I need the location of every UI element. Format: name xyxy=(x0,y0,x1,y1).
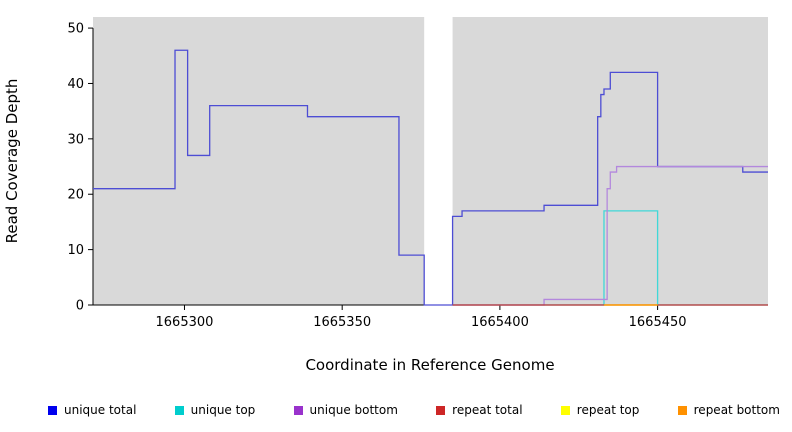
x-axis-label: Coordinate in Reference Genome xyxy=(305,356,554,374)
plot-panel-right xyxy=(452,17,768,305)
x-tick-label: 1665300 xyxy=(156,315,214,330)
legend-swatch-repeat-bottom xyxy=(677,405,687,415)
x-tick-label: 1665400 xyxy=(471,315,529,330)
legend-item-repeat-bottom: repeat bottom xyxy=(677,403,780,417)
legend-swatch-repeat-top xyxy=(560,405,570,415)
legend-label: repeat top xyxy=(576,403,640,417)
legend-label: unique top xyxy=(190,403,256,417)
y-axis-label: Read Coverage Depth xyxy=(3,79,21,244)
legend-swatch-unique-bottom xyxy=(293,405,303,415)
coverage-chart: Coordinate in Reference Genome Read Cove… xyxy=(3,17,768,374)
legend-swatch-unique-total xyxy=(48,405,57,415)
legend-label: unique total xyxy=(64,403,137,417)
y-tick-label: 10 xyxy=(67,243,84,258)
y-tick-label: 0 xyxy=(76,299,84,314)
legend-swatch-repeat-total xyxy=(436,405,446,415)
chart-legend: unique total unique top unique bottom repea… xyxy=(48,399,780,421)
legend-item-unique-total: unique total xyxy=(48,403,136,417)
legend-label: repeat bottom xyxy=(693,403,780,417)
series-line-unique-bottom xyxy=(452,165,768,306)
legend-item-repeat-total: repeat total xyxy=(436,403,523,417)
legend-label: repeat total xyxy=(452,403,523,417)
legend-item-unique-bottom: unique bottom xyxy=(293,403,398,417)
legend-item-repeat-top: repeat top xyxy=(560,403,640,417)
y-tick-label: 30 xyxy=(67,132,84,147)
x-tick-label: 1665350 xyxy=(313,315,371,330)
x-tick-label: 1665450 xyxy=(629,315,687,330)
y-tick-label: 40 xyxy=(67,77,84,92)
legend-label: unique bottom xyxy=(309,403,398,417)
y-tick-label: 20 xyxy=(67,188,84,203)
plot-panel-left xyxy=(93,17,425,305)
series-line-unique-total xyxy=(93,49,768,306)
legend-item-unique-top: unique top xyxy=(174,403,256,417)
y-tick-label: 50 xyxy=(67,22,84,37)
legend-swatch-unique-top xyxy=(174,405,184,415)
